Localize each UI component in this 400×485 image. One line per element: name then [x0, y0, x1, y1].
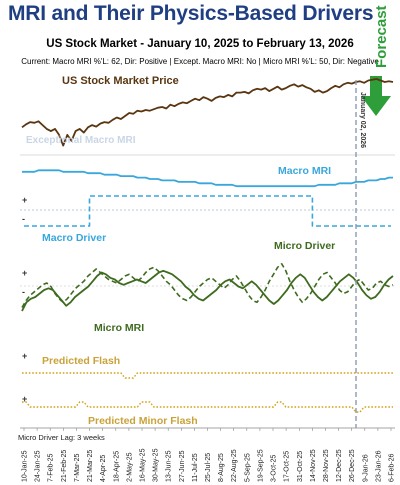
x-tick-label: 8-Aug-25 — [218, 453, 225, 482]
x-tick-label: 22-Aug-25 — [231, 449, 238, 482]
x-tick-label: 9-Jan-26 — [362, 454, 369, 482]
series-line-macro_driver-0 — [24, 195, 391, 227]
x-tick-label: 25-Jul-25 — [205, 453, 212, 482]
series-line-micro-0 — [21, 269, 394, 312]
micro-minus-marker: - — [22, 287, 25, 297]
forecast-arrow-icon — [361, 76, 391, 116]
x-tick-label: 10-Jan-25 — [22, 450, 29, 482]
x-tick-label: 18-Apr-25 — [113, 451, 120, 482]
series-line-macro_mri-0 — [22, 169, 393, 188]
series-line-micro-1 — [21, 263, 394, 308]
series-layer — [21, 78, 394, 413]
forecast-label: Forecast — [373, 5, 390, 68]
forecast-indicator: Forecast — [361, 5, 391, 116]
chart-subtitle: US Stock Market - January 10, 2025 to Fe… — [46, 38, 354, 50]
x-tick-label: 28-Nov-25 — [323, 449, 330, 482]
exceptional-macro-label-line1: Exceptional Macro MRI — [26, 135, 136, 146]
x-tick-label: 17-Oct-25 — [284, 451, 291, 482]
x-tick-label: 3-Oct-25 — [271, 455, 278, 482]
x-tick-label: 7-Mar-25 — [74, 453, 81, 482]
x-tick-label: 23-Jan-26 — [375, 450, 382, 482]
x-tick-label: 14-Nov-25 — [310, 449, 317, 482]
macro-mri-label: Macro MRI — [278, 165, 331, 177]
flash-plus-marker: + — [22, 351, 27, 361]
x-axis-tick-labels: 10-Jan-25 24-Jan-25 7-Feb-25 21-Feb-25 7-Mar… — [22, 428, 396, 482]
x-tick-label: 7-Feb-25 — [48, 453, 55, 482]
x-tick-label: 12-Dec-25 — [336, 449, 343, 482]
micro-plus-marker: + — [22, 268, 27, 278]
x-tick-label: 2-May-25 — [126, 452, 133, 482]
x-tick-label: 13-Jun-25 — [166, 450, 173, 482]
x-tick-label: 21-Feb-25 — [61, 450, 68, 482]
minor-flash-plus-marker: + — [22, 394, 27, 404]
x-tick-label: 30-May-25 — [153, 448, 160, 482]
x-tick-label: 5-Sep-25 — [244, 453, 251, 482]
x-tick-label: 6-Feb-26 — [389, 453, 396, 482]
x-tick-label: 4-Apr-25 — [100, 455, 107, 482]
series-line-predicted_flash-0 — [22, 372, 393, 379]
predicted-flash-label: Predicted Flash — [42, 355, 120, 367]
macro-driver-minus-marker: - — [22, 214, 25, 224]
chart-title: MRI and Their Physics-Based Drivers — [8, 2, 374, 25]
price-series-label: US Stock Market Price — [62, 75, 179, 87]
series-line-price-0 — [21, 78, 394, 147]
current-date-label: January 02, 2026 — [359, 92, 366, 148]
footnote: Micro Driver Lag: 3 weeks — [18, 433, 105, 442]
x-tick-label: 27-Jun-25 — [179, 450, 186, 482]
predicted-minor-flash-label: Predicted Minor Flash — [88, 415, 198, 427]
x-tick-label: 16-May-25 — [140, 448, 147, 482]
macro-driver-label: Macro Driver — [42, 232, 106, 244]
x-tick-label: 19-Sep-25 — [257, 449, 264, 482]
macro-driver-plus-marker: + — [22, 195, 27, 205]
x-tick-label: 26-Dec-25 — [349, 449, 356, 482]
x-tick-label: 11-Jul-25 — [192, 453, 199, 482]
x-tick-label: 31-Oct-25 — [297, 451, 304, 482]
x-tick-label: 24-Jan-25 — [35, 450, 42, 482]
micro-mri-label: Micro MRI — [94, 322, 144, 334]
micro-driver-label: Micro Driver — [274, 240, 335, 252]
status-line: Current: Macro MRI %'L: 62, Dir: Positiv… — [21, 57, 379, 66]
series-line-predicted_minor_flash-0 — [22, 401, 393, 413]
x-tick-label: 21-Mar-25 — [87, 450, 94, 482]
